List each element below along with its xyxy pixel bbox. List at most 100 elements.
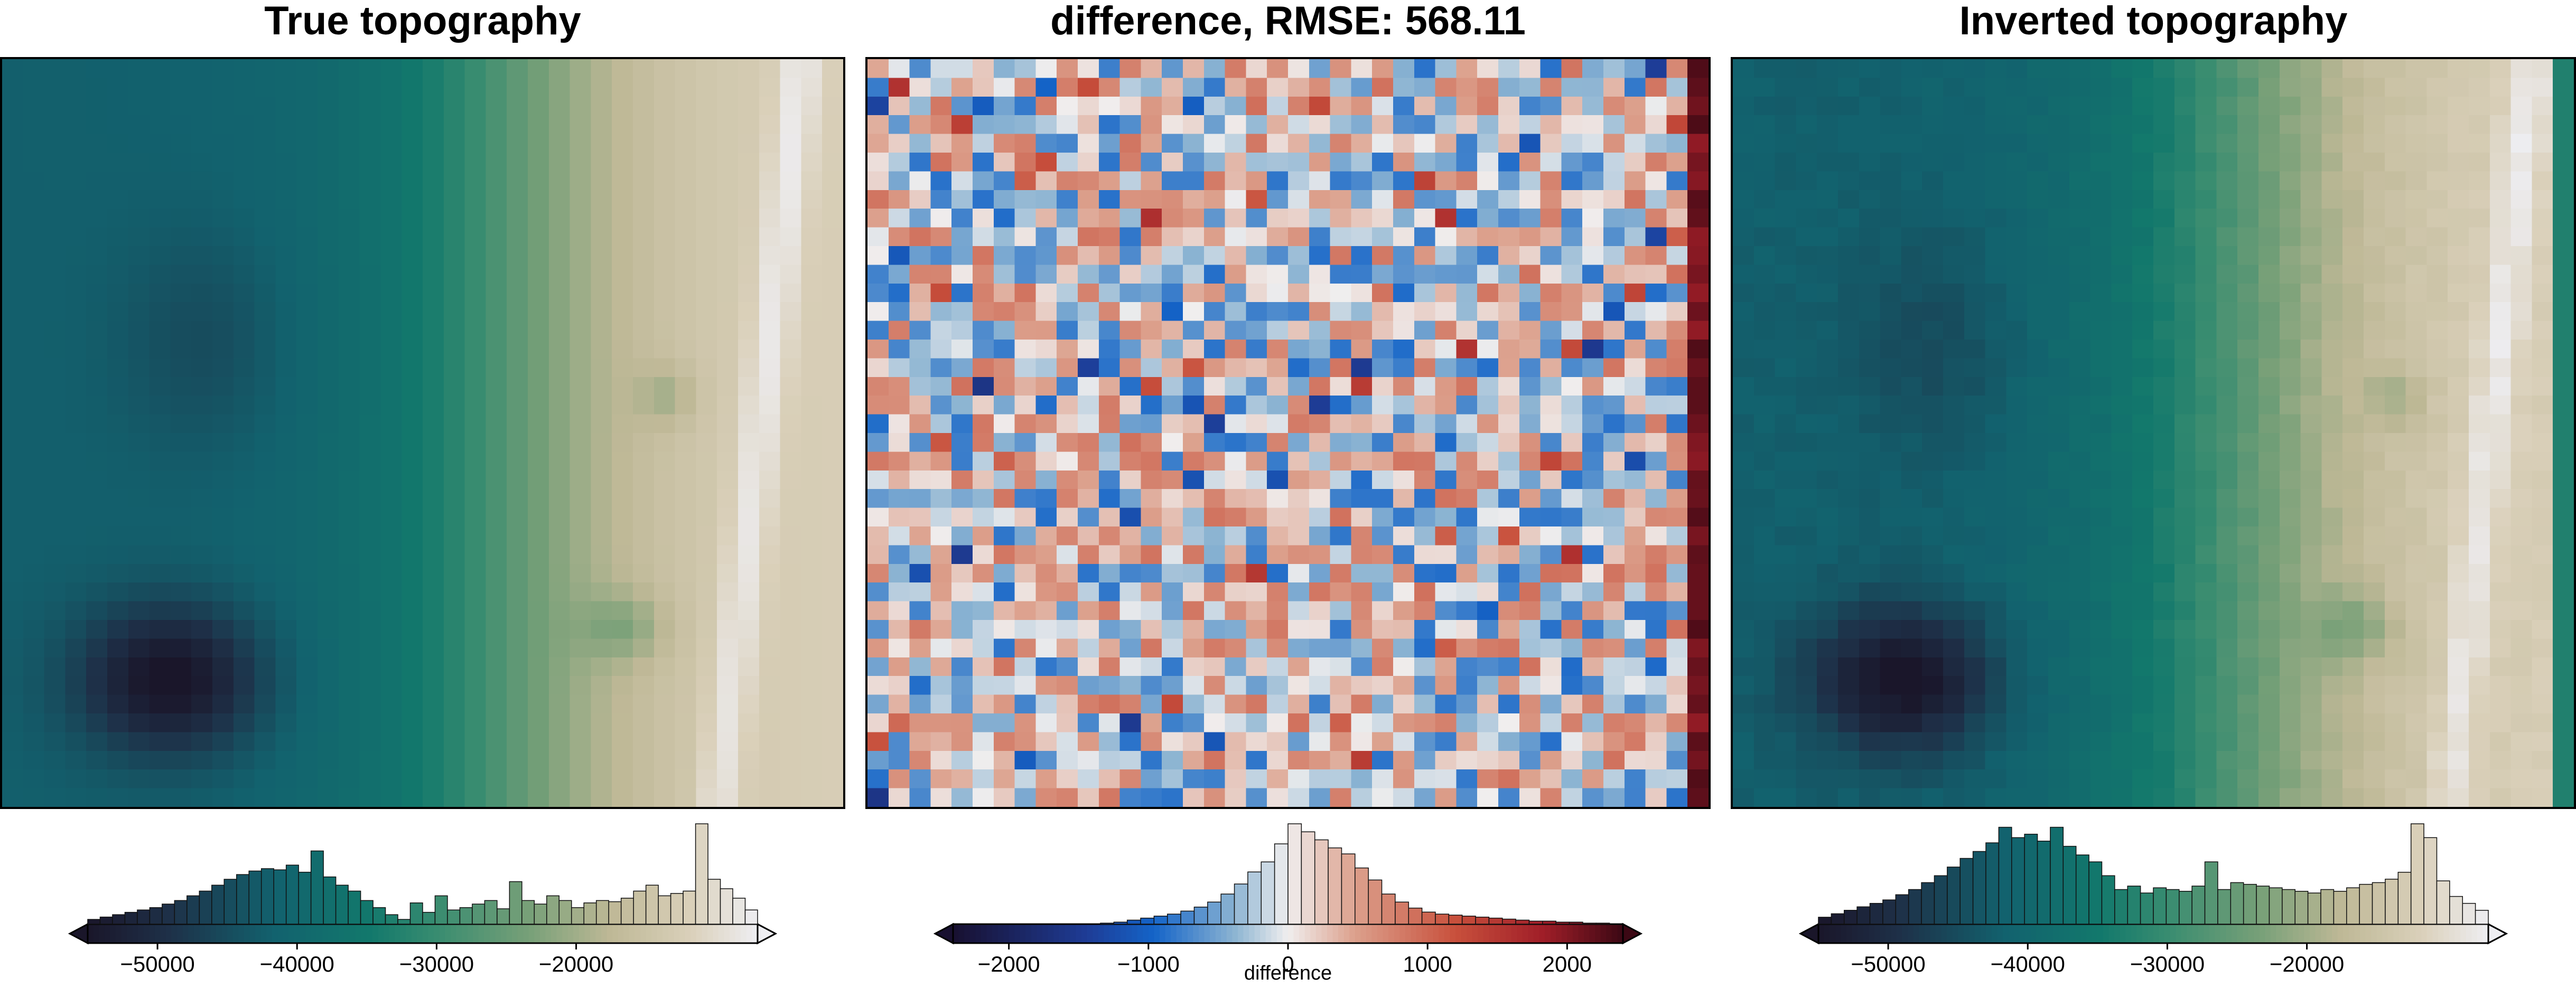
grid-cell	[612, 563, 633, 583]
grid-cell	[909, 265, 931, 284]
grid-cell	[930, 78, 952, 97]
grid-cell	[507, 96, 528, 116]
grid-cell	[254, 283, 276, 303]
grid-cell	[570, 59, 592, 79]
grid-cell	[717, 638, 739, 658]
grid-cell	[2, 582, 24, 602]
grid-cell	[1498, 246, 1520, 266]
grid-cell	[801, 414, 823, 434]
grid-cell	[402, 134, 423, 153]
grid-cell	[2553, 59, 2574, 79]
grid-cell	[254, 227, 276, 247]
grid-cell	[570, 732, 592, 751]
grid-cell	[528, 134, 549, 153]
grid-cell	[402, 582, 423, 602]
grid-cell	[951, 265, 973, 284]
colorbar-segment	[165, 924, 172, 943]
colorbar-segment	[986, 924, 993, 943]
grid-cell	[1817, 676, 1838, 695]
grid-cell	[1859, 321, 1881, 340]
grid-cell	[1435, 601, 1457, 620]
grid-cell	[507, 153, 528, 172]
grid-cell	[867, 414, 889, 434]
grid-cell	[2174, 694, 2196, 714]
grid-cell	[191, 396, 213, 415]
grid-cell	[486, 340, 507, 359]
grid-cell	[2279, 59, 2301, 79]
grid-cell	[86, 507, 108, 527]
grid-cell	[570, 96, 592, 116]
grid-cell	[759, 78, 781, 97]
grid-cell	[2048, 227, 2070, 247]
grid-cell	[1943, 96, 1965, 116]
grid-cell	[2342, 246, 2364, 266]
grid-cell	[1014, 302, 1037, 322]
grid-cell	[696, 769, 717, 789]
grid-cell	[696, 470, 717, 490]
grid-cell	[2384, 78, 2406, 97]
grid-cell	[696, 59, 717, 79]
grid-cell	[1901, 601, 1922, 620]
grid-cell	[44, 302, 66, 322]
grid-cell	[1414, 676, 1436, 695]
grid-cell	[402, 713, 423, 733]
grid-cell	[717, 190, 739, 209]
grid-cell	[338, 396, 360, 415]
grid-cell	[338, 545, 360, 565]
grid-cell	[2489, 694, 2512, 714]
grid-cell	[1817, 507, 1838, 527]
grid-cell	[1435, 78, 1457, 97]
grid-cell	[1901, 396, 1922, 415]
grid-cell	[2090, 302, 2112, 322]
grid-cell	[1225, 227, 1247, 247]
grid-cell	[2216, 153, 2238, 172]
histogram-bar	[720, 888, 733, 925]
grid-cell	[2048, 340, 2070, 359]
grid-cell	[1057, 452, 1078, 471]
grid-cell	[254, 769, 276, 789]
grid-cell	[780, 470, 802, 490]
grid-cell	[2111, 507, 2133, 527]
grid-cell	[1119, 265, 1142, 284]
grid-cell	[612, 732, 633, 751]
grid-cell	[1964, 582, 1986, 602]
grid-cell	[2048, 59, 2070, 79]
grid-cell	[1901, 433, 1922, 453]
grid-cell	[591, 713, 612, 733]
grid-cell	[254, 433, 276, 453]
grid-cell	[2364, 115, 2385, 135]
grid-cell	[2321, 489, 2343, 509]
grid-cell	[633, 96, 655, 116]
grid-cell	[1414, 115, 1436, 135]
grid-cell	[2279, 526, 2301, 546]
grid-cell	[1162, 676, 1183, 695]
grid-cell	[318, 209, 339, 228]
grid-cell	[1796, 433, 1817, 453]
grid-cell	[254, 377, 276, 396]
grid-cell	[275, 676, 297, 695]
grid-cell	[1183, 283, 1205, 303]
grid-cell	[507, 414, 528, 434]
grid-cell	[2510, 545, 2533, 565]
grid-cell	[1372, 340, 1394, 359]
grid-cell	[780, 396, 802, 415]
grid-cell	[44, 563, 66, 583]
grid-cell	[1796, 676, 1817, 695]
grid-cell	[2174, 657, 2196, 676]
grid-cell	[2048, 713, 2070, 733]
grid-cell	[2237, 657, 2259, 676]
grid-cell	[296, 96, 318, 116]
grid-cell	[1267, 563, 1289, 583]
grid-cell	[1162, 732, 1183, 751]
grid-cell	[1288, 563, 1310, 583]
grid-cell	[675, 414, 697, 434]
grid-cell	[128, 340, 150, 359]
grid-cell	[1162, 414, 1183, 434]
grid-cell	[296, 638, 318, 658]
grid-cell	[654, 340, 676, 359]
grid-cell	[1666, 321, 1688, 340]
grid-cell	[1183, 171, 1205, 191]
grid-cell	[1246, 59, 1267, 79]
grid-cell	[2237, 414, 2259, 434]
grid-cell	[973, 265, 994, 284]
